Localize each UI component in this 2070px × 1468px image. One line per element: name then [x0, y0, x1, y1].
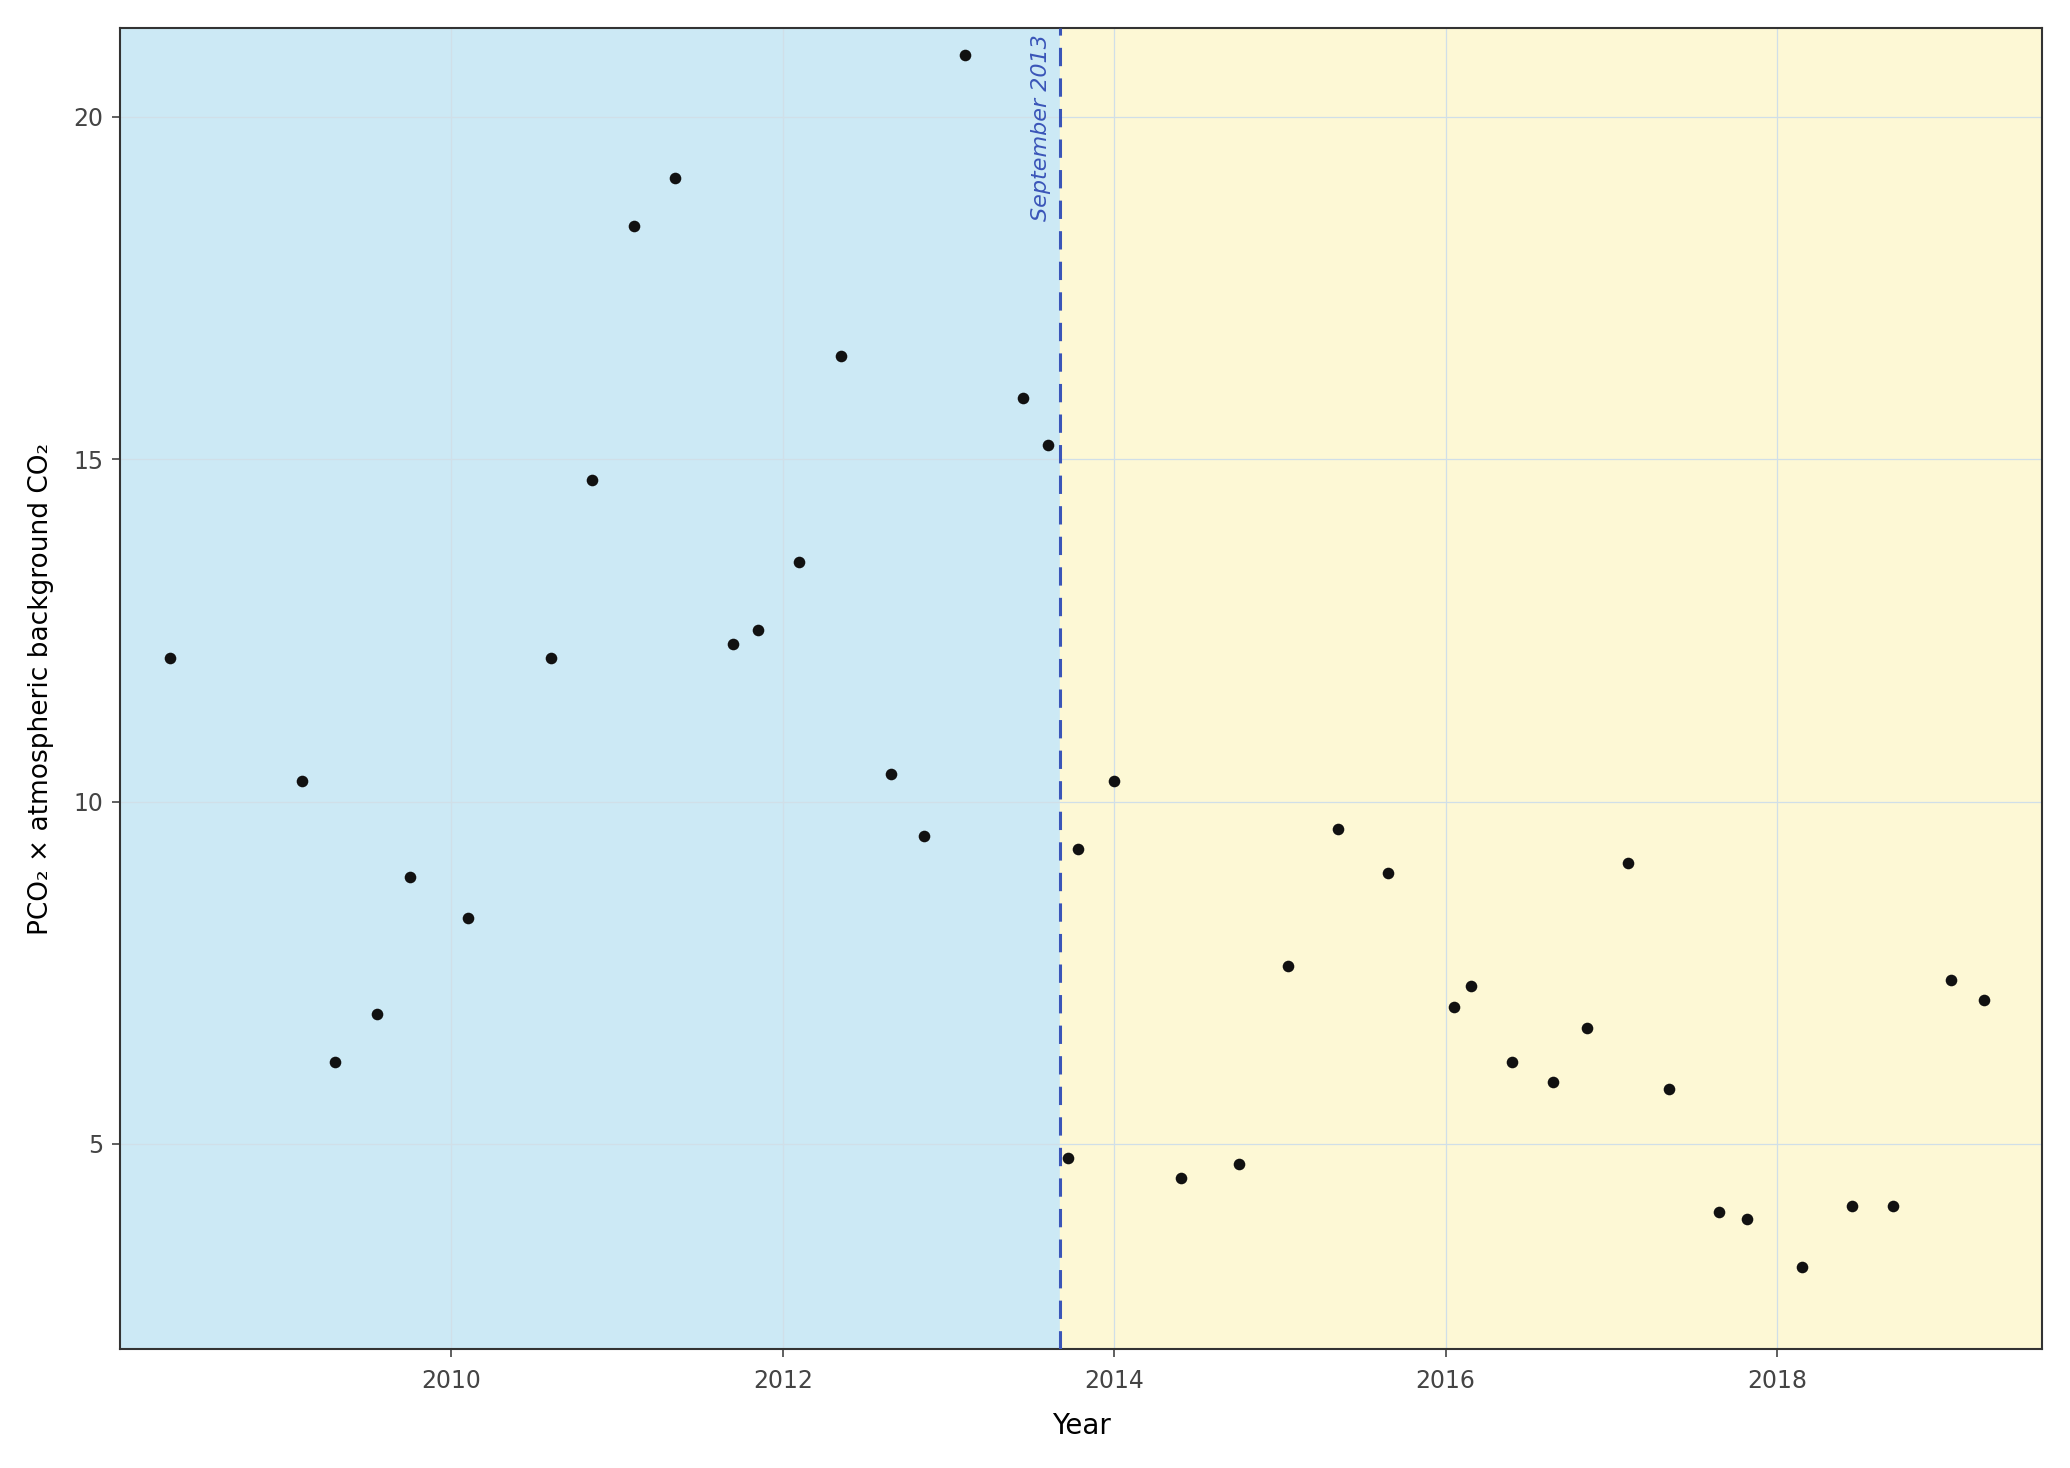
Point	[907, 824, 940, 847]
Point	[874, 762, 907, 785]
Point	[1221, 1152, 1254, 1176]
Point	[1969, 988, 2002, 1011]
Bar	[120, 28, 1060, 1349]
Point	[1652, 1078, 1685, 1101]
Point	[1731, 1208, 1764, 1232]
Point	[451, 906, 484, 929]
Point	[1163, 1167, 1196, 1191]
Point	[1062, 838, 1095, 862]
Point	[1437, 995, 1470, 1019]
Point	[153, 646, 186, 669]
Point	[741, 618, 774, 642]
Point	[1495, 1050, 1528, 1073]
Point	[1321, 818, 1354, 841]
Point	[1271, 954, 1304, 978]
Point	[1786, 1255, 1820, 1279]
Point	[1702, 1201, 1735, 1224]
Point	[1031, 433, 1064, 457]
Point	[716, 633, 749, 656]
Point	[1836, 1193, 1869, 1217]
Point	[360, 1003, 393, 1026]
Text: September 2013: September 2013	[1031, 35, 1052, 222]
Point	[782, 550, 816, 574]
Point	[319, 1050, 352, 1073]
Point	[1453, 975, 1486, 998]
Point	[617, 214, 650, 238]
Point	[534, 646, 567, 669]
Point	[1052, 1147, 1085, 1170]
Point	[1569, 1016, 1602, 1039]
Point	[1610, 851, 1644, 875]
Point	[1097, 769, 1130, 793]
Point	[1935, 967, 1969, 991]
Point	[286, 769, 319, 793]
Y-axis label: PCO₂ × atmospheric background CO₂: PCO₂ × atmospheric background CO₂	[27, 442, 54, 935]
Point	[1370, 862, 1403, 885]
Point	[393, 865, 426, 888]
Point	[1006, 386, 1039, 410]
Bar	[1060, 28, 2043, 1349]
Point	[658, 167, 691, 191]
Point	[575, 468, 609, 492]
X-axis label: Year: Year	[1052, 1412, 1112, 1440]
Point	[948, 44, 981, 68]
Point	[1536, 1070, 1569, 1094]
Point	[1877, 1193, 1911, 1217]
Point	[824, 345, 857, 368]
